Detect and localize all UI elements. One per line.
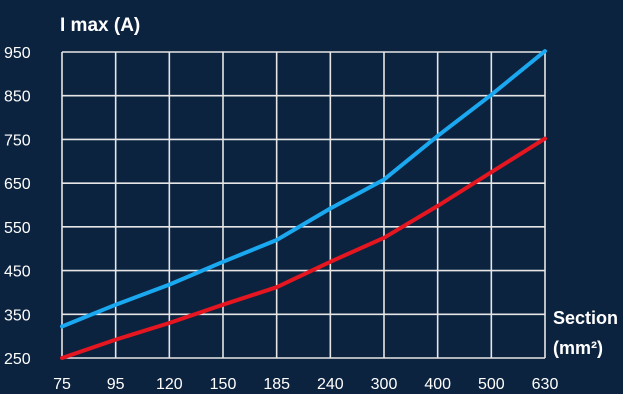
x-tick-label: 400 xyxy=(424,376,451,393)
y-tick-labels: 250 350 450 550 650 750 850 950 xyxy=(4,45,31,368)
y-tick-label: 750 xyxy=(4,132,31,149)
y-tick-label: 350 xyxy=(4,307,31,324)
x-tick-label: 120 xyxy=(156,376,183,393)
x-tick-label: 630 xyxy=(532,376,559,393)
x-tick-label: 240 xyxy=(317,376,344,393)
grid xyxy=(61,51,546,359)
x-tick-label: 185 xyxy=(263,376,290,393)
y-axis-label: I max (A) xyxy=(60,15,140,36)
x-tick-label: 300 xyxy=(371,376,398,393)
series-group xyxy=(60,49,547,360)
y-tick-label: 550 xyxy=(4,220,31,237)
x-tick-labels: 75 95 120 150 185 240 300 400 500 630 xyxy=(53,376,558,393)
y-tick-label: 250 xyxy=(4,351,31,368)
x-tick-label: 500 xyxy=(478,376,505,393)
y-tick-label: 450 xyxy=(4,264,31,281)
y-tick-label: 850 xyxy=(4,89,31,106)
x-axis-label-line1: Section xyxy=(553,308,618,328)
x-tick-label: 95 xyxy=(107,376,125,393)
x-tick-label: 150 xyxy=(210,376,237,393)
x-axis-label-line2: (mm²) xyxy=(553,338,603,358)
series-line-red xyxy=(60,136,547,360)
y-tick-label: 950 xyxy=(4,45,31,62)
x-tick-label: 75 xyxy=(53,376,71,393)
y-tick-label: 650 xyxy=(4,176,31,193)
series-line-blue xyxy=(60,49,547,329)
